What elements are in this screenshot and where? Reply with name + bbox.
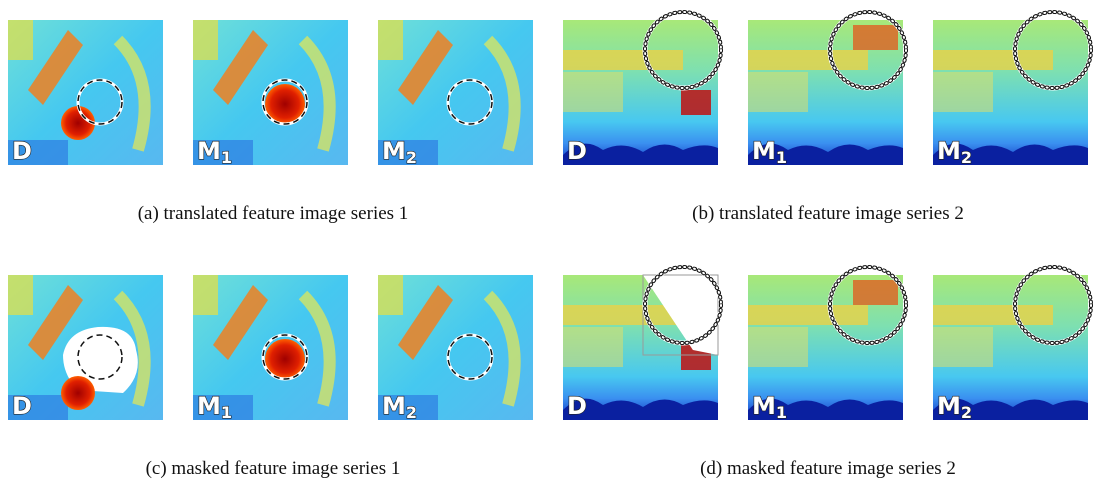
feature-image: M2 <box>933 12 1091 167</box>
label-letter: D <box>12 137 32 165</box>
band <box>933 327 993 367</box>
figure: (a) translated feature image series 1DM1… <box>0 0 1097 486</box>
caption: (c) masked feature image series 1 <box>146 458 401 479</box>
feature-image: M2 <box>933 267 1091 422</box>
corner <box>8 20 33 60</box>
corner <box>193 275 218 315</box>
label-sub: 2 <box>406 148 417 167</box>
caption: (a) translated feature image series 1 <box>138 203 409 224</box>
label-sub: 1 <box>776 148 787 167</box>
feature-image: M2 <box>378 275 533 422</box>
label-letter: M <box>937 392 961 420</box>
label-letter: M <box>752 392 776 420</box>
feature-image: D <box>563 267 721 420</box>
hot <box>853 280 898 305</box>
feature-image: M1 <box>193 275 348 422</box>
feature-image: D <box>563 12 721 165</box>
feature-image: M1 <box>193 20 348 167</box>
label-letter: D <box>567 392 587 420</box>
label-sub: 1 <box>221 403 232 422</box>
band <box>563 327 623 367</box>
image-label: D <box>567 392 587 420</box>
label-letter: D <box>567 137 587 165</box>
label-letter: M <box>752 137 776 165</box>
image-label: D <box>12 137 32 165</box>
band <box>933 72 993 112</box>
label-letter: M <box>197 137 221 165</box>
feature-image: M1 <box>748 267 906 422</box>
label-letter: D <box>12 392 32 420</box>
hot <box>853 25 898 50</box>
feature-image: D <box>8 275 163 420</box>
corner <box>378 20 403 60</box>
label-sub: 1 <box>776 403 787 422</box>
band <box>748 305 868 325</box>
band <box>748 50 868 70</box>
corner <box>193 20 218 60</box>
label-sub: 2 <box>961 148 972 167</box>
band <box>563 50 683 70</box>
caption: (b) translated feature image series 2 <box>692 203 964 224</box>
band <box>748 72 808 112</box>
label-sub: 1 <box>221 148 232 167</box>
label-letter: M <box>382 392 406 420</box>
caption: (d) masked feature image series 2 <box>700 458 956 479</box>
band <box>748 327 808 367</box>
band <box>563 72 623 112</box>
feature-image: M1 <box>748 12 906 167</box>
corner <box>8 275 33 315</box>
label-letter: M <box>197 392 221 420</box>
feature-image: M2 <box>378 20 533 167</box>
feature-image: D <box>8 20 163 165</box>
corner <box>378 275 403 315</box>
band <box>933 50 1053 70</box>
label-sub: 2 <box>961 403 972 422</box>
label-letter: M <box>382 137 406 165</box>
hot <box>681 90 711 115</box>
image-label: D <box>12 392 32 420</box>
label-letter: M <box>937 137 961 165</box>
band <box>933 305 1053 325</box>
blob <box>61 376 95 410</box>
image-label: D <box>567 137 587 165</box>
label-sub: 2 <box>406 403 417 422</box>
